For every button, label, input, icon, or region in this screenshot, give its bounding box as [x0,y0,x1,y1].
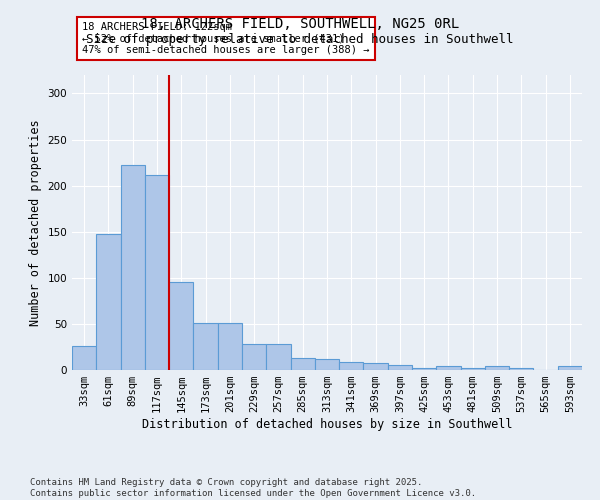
Bar [558,366,582,370]
Bar [339,362,364,370]
Bar [218,323,242,370]
Text: 18 ARCHERS FIELD: 122sqm
← 52% of detached houses are smaller (431)
47% of semi-: 18 ARCHERS FIELD: 122sqm ← 52% of detach… [82,22,370,55]
Bar [145,176,169,370]
Bar [485,366,509,370]
Text: Contains HM Land Registry data © Crown copyright and database right 2025.
Contai: Contains HM Land Registry data © Crown c… [30,478,476,498]
Text: Size of property relative to detached houses in Southwell: Size of property relative to detached ho… [86,32,514,46]
Bar [96,234,121,370]
Bar [72,346,96,370]
Bar [242,344,266,370]
Bar [509,368,533,370]
Bar [388,366,412,370]
Bar [193,323,218,370]
Bar [169,282,193,370]
Bar [412,368,436,370]
Bar [290,358,315,370]
Bar [364,362,388,370]
Bar [461,368,485,370]
Text: 18, ARCHERS FIELD, SOUTHWELL, NG25 0RL: 18, ARCHERS FIELD, SOUTHWELL, NG25 0RL [141,18,459,32]
Bar [315,359,339,370]
Bar [266,344,290,370]
X-axis label: Distribution of detached houses by size in Southwell: Distribution of detached houses by size … [142,418,512,431]
Bar [121,166,145,370]
Bar [436,366,461,370]
Y-axis label: Number of detached properties: Number of detached properties [29,119,42,326]
